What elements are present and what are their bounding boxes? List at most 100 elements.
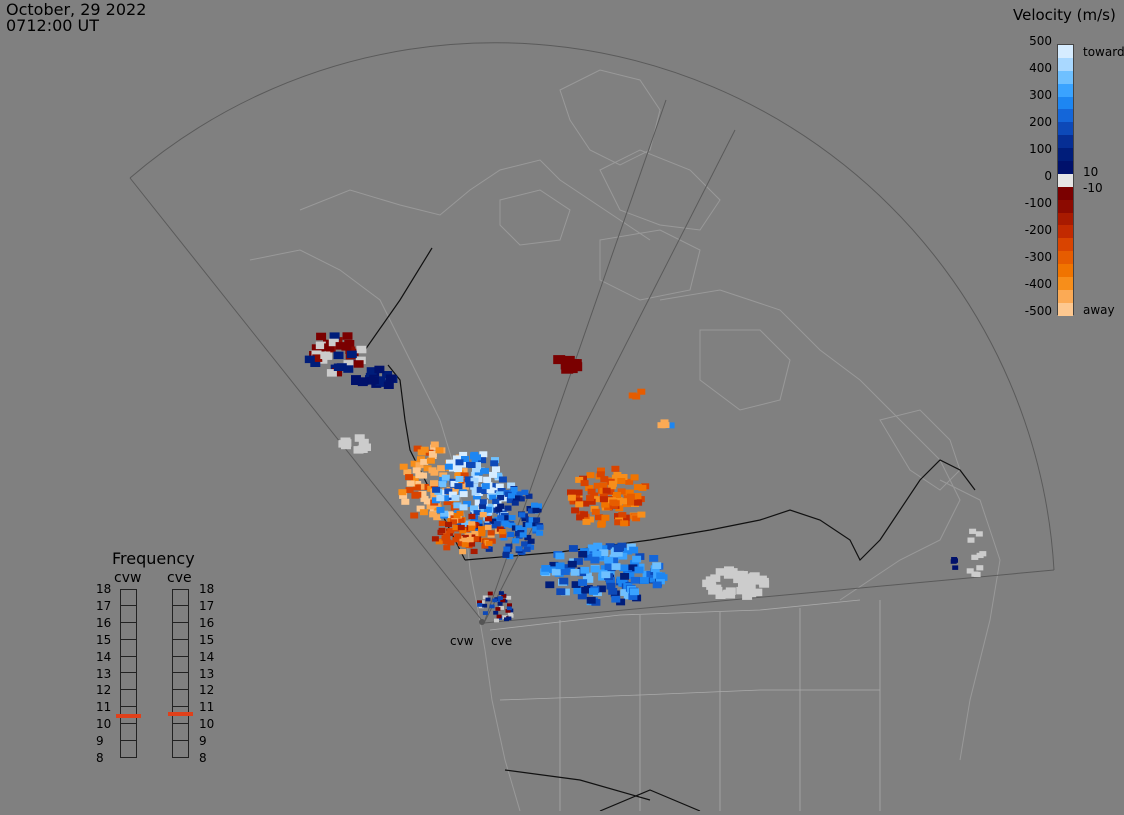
velocity-cell bbox=[723, 571, 734, 579]
velocity-cell bbox=[592, 550, 602, 558]
velocity-cell bbox=[430, 469, 439, 476]
velocity-cell bbox=[604, 556, 614, 564]
colorbar-segment bbox=[1058, 148, 1073, 162]
colorbar-segment bbox=[1058, 251, 1073, 265]
velocity-cell bbox=[316, 332, 327, 341]
velocity-cell bbox=[358, 438, 369, 447]
frequency-cell bbox=[120, 724, 137, 742]
velocity-cell bbox=[454, 483, 463, 490]
velocity-cell bbox=[452, 455, 461, 462]
velocity-cell bbox=[351, 377, 361, 385]
velocity-cell bbox=[601, 571, 611, 579]
velocity-cell bbox=[615, 544, 624, 551]
velocity-cell bbox=[466, 537, 474, 543]
velocity-cell bbox=[445, 511, 453, 518]
velocity-cell bbox=[630, 560, 640, 567]
velocity-cell bbox=[415, 472, 424, 479]
velocity-cell bbox=[711, 584, 722, 593]
velocity-cell bbox=[462, 537, 470, 543]
velocity-cell bbox=[479, 503, 487, 509]
velocity-cell bbox=[399, 492, 408, 499]
velocity-cell bbox=[527, 538, 535, 544]
velocity-cell bbox=[748, 573, 759, 581]
velocity-cell bbox=[951, 557, 958, 562]
velocity-cell bbox=[415, 462, 424, 469]
velocity-cell bbox=[608, 480, 617, 487]
velocity-cell bbox=[457, 541, 465, 547]
velocity-cell bbox=[560, 568, 570, 575]
velocity-cell bbox=[507, 603, 512, 608]
velocity-cell bbox=[481, 543, 489, 549]
velocity-cell bbox=[742, 580, 753, 589]
velocity-cell bbox=[578, 579, 588, 586]
velocity-cell bbox=[505, 543, 513, 549]
velocity-cell bbox=[328, 338, 339, 347]
velocity-cell bbox=[582, 572, 592, 580]
velocity-cell bbox=[605, 577, 615, 584]
velocity-cell bbox=[357, 445, 368, 453]
velocity-cell bbox=[591, 508, 600, 515]
velocity-cell bbox=[341, 343, 352, 351]
velocity-cell bbox=[632, 393, 641, 400]
frequency-tick-label: 15 bbox=[199, 632, 215, 647]
velocity-cell bbox=[722, 590, 733, 598]
velocity-cell bbox=[576, 514, 585, 521]
velocity-cell bbox=[752, 588, 763, 597]
frequency-marker-cvw bbox=[116, 713, 141, 718]
velocity-cell bbox=[489, 518, 497, 524]
velocity-cell bbox=[473, 493, 481, 500]
velocity-cell bbox=[523, 546, 531, 552]
velocity-cell bbox=[630, 576, 640, 584]
velocity-cell bbox=[399, 463, 408, 470]
colorbar-segment bbox=[1058, 212, 1073, 226]
velocity-cell bbox=[441, 535, 449, 541]
velocity-cell bbox=[487, 591, 493, 596]
velocity-cell bbox=[507, 482, 516, 489]
velocity-cell bbox=[455, 459, 464, 466]
velocity-cell bbox=[574, 497, 583, 504]
velocity-cell bbox=[733, 575, 744, 584]
velocity-cell bbox=[628, 593, 638, 600]
velocity-cell bbox=[329, 332, 340, 340]
velocity-cell bbox=[431, 536, 439, 542]
velocity-cell bbox=[482, 611, 488, 615]
velocity-cell bbox=[499, 606, 504, 610]
velocity-cell bbox=[619, 474, 628, 480]
velocity-cell bbox=[472, 536, 480, 542]
velocity-cell bbox=[497, 596, 503, 600]
velocity-cell bbox=[715, 591, 726, 599]
velocity-cell bbox=[497, 602, 503, 606]
site-marker bbox=[479, 619, 485, 625]
velocity-cell bbox=[335, 342, 346, 350]
velocity-cell bbox=[443, 499, 452, 506]
colorbar-segment bbox=[1058, 135, 1073, 149]
velocity-cell bbox=[398, 489, 407, 496]
velocity-cell bbox=[353, 360, 364, 368]
velocity-cell bbox=[601, 501, 610, 508]
velocity-cell bbox=[622, 498, 630, 505]
velocity-cell bbox=[343, 360, 354, 368]
velocity-cell bbox=[448, 465, 457, 472]
velocity-cell bbox=[354, 434, 365, 442]
frequency-cell bbox=[120, 741, 137, 758]
velocity-cell bbox=[584, 576, 594, 583]
velocity-cell bbox=[742, 592, 753, 600]
velocity-cell bbox=[497, 488, 506, 494]
velocity-scatter bbox=[304, 332, 987, 623]
velocity-cell bbox=[652, 581, 662, 589]
colorbar-segment bbox=[1058, 186, 1073, 200]
frequency-cell bbox=[120, 690, 137, 708]
velocity-cell bbox=[502, 615, 508, 620]
velocity-cell bbox=[602, 487, 611, 494]
velocity-cell bbox=[464, 476, 473, 483]
velocity-cell bbox=[463, 500, 472, 507]
colorbar-segment bbox=[1058, 122, 1073, 136]
velocity-cell bbox=[455, 470, 464, 477]
velocity-cell bbox=[483, 476, 492, 483]
colorbar-tick-label: -400 bbox=[1024, 277, 1052, 291]
velocity-cell bbox=[559, 577, 569, 585]
velocity-cell bbox=[459, 549, 467, 555]
velocity-cell bbox=[649, 575, 659, 583]
velocity-cell bbox=[412, 467, 421, 474]
velocity-cell bbox=[496, 614, 502, 619]
